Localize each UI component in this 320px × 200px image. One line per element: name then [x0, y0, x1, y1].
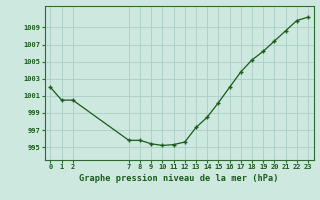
X-axis label: Graphe pression niveau de la mer (hPa): Graphe pression niveau de la mer (hPa): [79, 174, 279, 183]
